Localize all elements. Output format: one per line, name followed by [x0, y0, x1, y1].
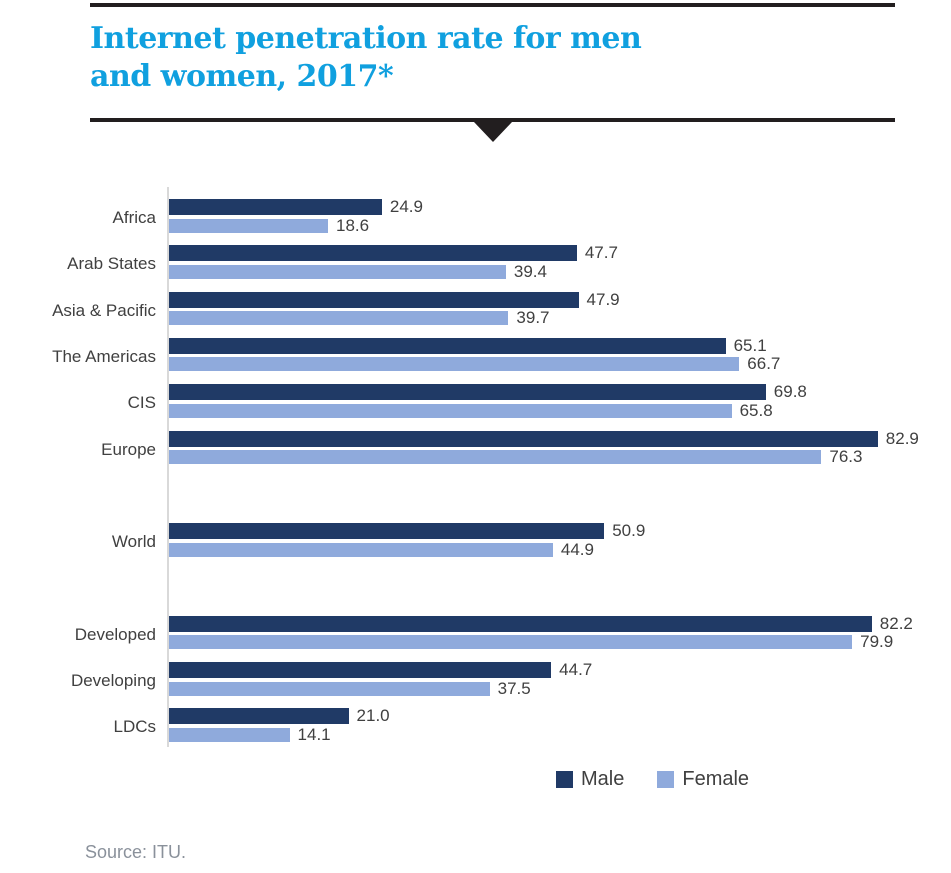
category-label: LDCs: [113, 717, 156, 737]
value-label-female: 37.5: [497, 678, 531, 698]
value-label-female: 18.6: [336, 215, 370, 235]
top-rule: [90, 3, 895, 7]
chart-legend: Male Female: [556, 768, 749, 791]
legend-swatch-male: [556, 771, 573, 788]
value-label-female: 66.7: [747, 354, 781, 374]
legend-label-female: Female: [682, 768, 750, 790]
value-label-male: 50.9: [612, 521, 646, 541]
category-label: The Americas: [52, 346, 156, 366]
y-axis-line: [167, 187, 169, 747]
source-note: Source: ITU.: [85, 842, 187, 862]
bar-female: [169, 681, 490, 696]
bar-female: [169, 357, 740, 372]
bar-male: [169, 430, 878, 447]
category-label: Asia & Pacific: [52, 300, 156, 320]
category-label: Europe: [101, 439, 156, 459]
value-label-male: 44.7: [559, 660, 593, 679]
legend-item-female: Female: [657, 768, 749, 791]
bar-male: [169, 245, 577, 262]
category-label: World: [111, 532, 156, 552]
value-label-female: 65.8: [739, 400, 773, 420]
category-label: Developing: [70, 671, 156, 690]
bar-male: [169, 615, 872, 632]
bar-male: [169, 337, 726, 354]
value-label-female: 76.3: [829, 447, 863, 466]
triangle-down-icon: [473, 122, 512, 142]
bar-female: [169, 635, 853, 650]
value-label-male: 24.9: [389, 197, 423, 216]
category-label: CIS: [127, 393, 156, 413]
bar-male: [169, 708, 349, 725]
bar-male: [169, 523, 605, 540]
category-label: Arab States: [67, 254, 156, 274]
legend-swatch-female: [657, 771, 675, 788]
bar-female: [169, 542, 553, 557]
category-label: Developed: [74, 624, 156, 644]
value-label-male: 69.8: [773, 382, 807, 402]
value-label-male: 47.7: [584, 243, 618, 263]
divider-rule: [90, 118, 895, 142]
value-label-male: 82.9: [885, 428, 919, 448]
bar-female: [169, 727, 290, 742]
value-label-male: 47.9: [586, 289, 620, 309]
value-label-male: 65.1: [733, 335, 767, 355]
bar-female: [169, 403, 732, 418]
page-title: Internet penetration rate for men and wom…: [90, 20, 642, 96]
bar-female: [169, 311, 509, 326]
legend-label-male: Male: [581, 768, 625, 790]
value-label-female: 14.1: [297, 724, 331, 744]
bar-female: [169, 450, 822, 464]
bar-male: [169, 199, 382, 215]
bar-male: [169, 384, 766, 401]
category-label: Africa: [112, 208, 156, 227]
value-label-female: 44.9: [560, 539, 594, 559]
title-line-1: Internet penetration rate for men: [90, 21, 642, 56]
bar-male: [169, 291, 579, 308]
value-label-female: 39.4: [513, 261, 547, 281]
value-label-male: 21.0: [356, 706, 390, 726]
legend-item-male: Male: [556, 768, 624, 791]
bar-female: [169, 264, 506, 279]
value-label-male: 82.2: [879, 613, 913, 633]
bar-male: [169, 662, 552, 678]
title-line-2: and women, 2017*: [90, 59, 394, 94]
bar-female: [169, 218, 329, 233]
value-label-female: 39.7: [516, 308, 550, 328]
value-label-female: 79.9: [860, 632, 894, 652]
